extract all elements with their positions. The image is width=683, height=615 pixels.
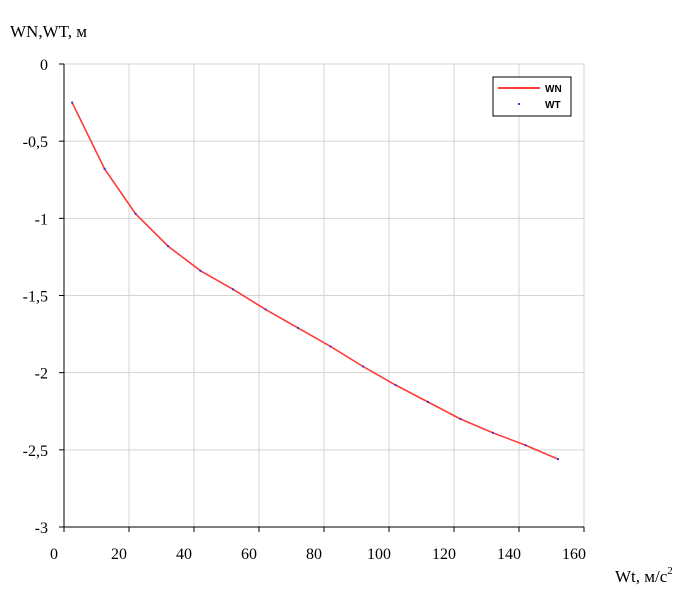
series-layer [71, 101, 559, 461]
x-tick-label: 80 [306, 546, 322, 563]
y-tick-label: -0,5 [23, 134, 48, 151]
series-point-wt [297, 326, 299, 329]
series-point-wt [167, 245, 169, 248]
series-point-wt [232, 288, 234, 291]
series-point-wt [362, 365, 364, 368]
series-point-wt [557, 458, 559, 461]
series-point-wt [264, 308, 267, 311]
tick-labels: 0 20 40 60 80 100 120 140 160 0 -0,5 -1 -1,5 -2 -2,5 -3 [23, 57, 586, 563]
y-tick-label: -2 [35, 366, 48, 383]
x-tick-label: 140 [497, 546, 521, 563]
x-tick-label: 100 [367, 546, 391, 563]
grid [63, 63, 585, 528]
series-point-wt [459, 417, 462, 420]
y-tick-label: 0 [40, 57, 48, 74]
legend-box [492, 76, 572, 117]
x-tick-label: 60 [241, 546, 257, 563]
series-point-wt [71, 101, 74, 104]
series-point-wt [199, 269, 202, 272]
legend-wt-swatch [518, 103, 520, 105]
x-axis-title: Wt, м/с2 [615, 565, 673, 586]
series-point-wt [134, 212, 137, 215]
x-tick-label: 0 [50, 546, 58, 563]
legend: WN WT [492, 76, 572, 117]
legend-wn-label: WN [545, 84, 562, 95]
series-point-wt [394, 384, 397, 387]
x-tick-label: 20 [111, 546, 127, 563]
y-tick-label: -1,5 [23, 289, 48, 306]
y-tick-label: -2,5 [23, 443, 48, 460]
series-point-wt [329, 345, 332, 348]
series-point-wt [492, 431, 494, 434]
x-tick-label: 120 [432, 546, 456, 563]
x-axis-title-text: Wt, м/с [615, 567, 668, 586]
y-tick-label: -1 [35, 211, 48, 228]
series-line-wn [71, 102, 559, 460]
x-tick-label: 160 [562, 546, 586, 563]
series-point-wt [103, 167, 106, 170]
axes [59, 63, 585, 532]
x-tick-label: 40 [176, 546, 192, 563]
legend-wt-label: WT [545, 100, 561, 111]
x-axis-title-superscript: 2 [667, 565, 673, 577]
y-axis-title: WN,WT, м [10, 22, 87, 41]
series-point-wt [524, 444, 527, 447]
series-point-wt [427, 400, 429, 403]
y-tick-label: -3 [35, 520, 48, 537]
